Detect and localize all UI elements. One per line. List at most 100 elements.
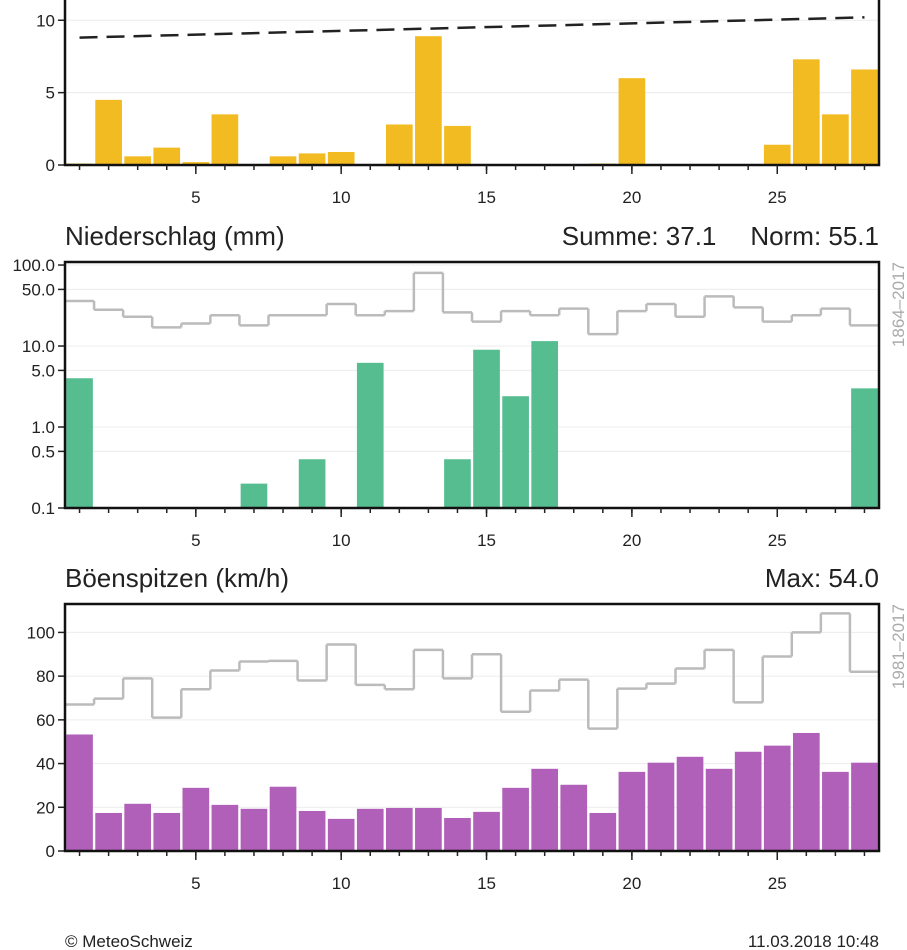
x-tick-label: 20	[622, 531, 641, 550]
bar	[589, 812, 617, 851]
y-tick-label: 0	[46, 842, 55, 861]
bar	[473, 811, 500, 851]
bar	[356, 362, 384, 508]
panel-title: Böenspitzen (km/h)	[65, 563, 289, 593]
x-tick-label: 15	[477, 188, 496, 207]
x-tick-label: 20	[622, 188, 641, 207]
bar	[211, 114, 239, 165]
bar	[182, 162, 210, 165]
x-tick-label: 10	[332, 531, 351, 550]
x-tick-label: 10	[332, 874, 351, 893]
plot-frame	[63, 0, 881, 167]
y-tick-label: 10	[36, 11, 55, 30]
bar	[153, 147, 181, 165]
panel-annotations: Summe: 37.1 Norm: 55.1	[562, 221, 879, 251]
bar	[298, 459, 326, 508]
bar	[124, 156, 152, 165]
y-tick-label: 40	[36, 755, 55, 774]
bar	[66, 734, 93, 851]
y-tick-label: 0.1	[31, 499, 55, 518]
bar	[531, 341, 559, 508]
bar	[327, 151, 355, 165]
y-tick-label: 5.0	[31, 361, 55, 380]
bar	[211, 804, 239, 851]
y-tick-label: 60	[36, 711, 55, 730]
bar	[618, 771, 646, 851]
bar	[647, 762, 675, 851]
bar	[444, 459, 471, 508]
plot-frame	[63, 260, 881, 510]
bar	[851, 388, 878, 508]
bar	[531, 768, 559, 851]
bar	[792, 59, 820, 166]
norm-line	[79, 16, 865, 39]
y-tick-label: 50.0	[22, 280, 55, 299]
bar	[153, 812, 181, 851]
panel-annotations: Max: 54.0	[765, 563, 879, 593]
x-tick-label: 15	[477, 874, 496, 893]
bar	[444, 125, 471, 165]
panel-title: Niederschlag (mm)	[65, 221, 285, 251]
bar	[240, 483, 268, 508]
x-tick-label: 25	[768, 874, 787, 893]
x-tick-label: 20	[622, 874, 641, 893]
bar	[763, 745, 791, 851]
plot-frame	[63, 602, 881, 853]
bar	[851, 762, 878, 851]
bar	[327, 818, 355, 851]
y-tick-label: 1.0	[31, 418, 55, 437]
bar	[124, 803, 152, 851]
bar	[851, 69, 878, 165]
bar	[734, 751, 762, 851]
bar	[66, 378, 93, 508]
bar	[444, 817, 471, 851]
bar	[385, 124, 413, 165]
y-tick-label: 80	[36, 667, 55, 686]
bar	[502, 787, 529, 851]
bar	[415, 36, 442, 166]
y-tick-label: 20	[36, 798, 55, 817]
bar	[269, 156, 297, 165]
bar	[240, 808, 268, 851]
bar	[415, 807, 442, 851]
annotation: Summe: 37.1	[562, 221, 717, 251]
y-tick-label: 0.5	[31, 442, 55, 461]
timestamp: 11.03.2018 10:48	[748, 932, 879, 950]
bar	[705, 768, 733, 851]
bar	[298, 810, 326, 851]
x-tick-label: 5	[191, 188, 200, 207]
x-tick-label: 15	[477, 531, 496, 550]
x-tick-label: 5	[191, 531, 200, 550]
bar	[269, 786, 297, 851]
bar	[95, 99, 122, 165]
bar	[502, 396, 529, 508]
y-tick-label: 100	[27, 623, 55, 642]
bar	[298, 153, 326, 165]
x-tick-label: 25	[768, 531, 787, 550]
y-tick-label: 10.0	[22, 337, 55, 356]
copyright: © MeteoSchweiz	[65, 932, 193, 950]
bar	[676, 756, 704, 851]
y-tick-label: 5	[46, 84, 55, 103]
bar	[822, 771, 849, 851]
bar	[822, 114, 849, 165]
x-tick-label: 5	[191, 874, 200, 893]
bar	[182, 787, 210, 851]
bar	[560, 784, 588, 851]
bar	[792, 732, 820, 851]
bar	[356, 808, 384, 851]
norm-period: 1981–2017	[889, 604, 907, 689]
y-tick-label: 100.0	[12, 256, 55, 275]
bar	[763, 144, 791, 165]
bar	[473, 349, 500, 508]
bar	[385, 807, 413, 851]
annotation: Norm: 55.1	[750, 221, 879, 251]
x-tick-label: 10	[332, 188, 351, 207]
norm-period: 1864–2017	[889, 262, 907, 347]
y-tick-label: 0	[46, 156, 55, 175]
x-tick-label: 25	[768, 188, 787, 207]
bar	[95, 812, 122, 851]
bar	[618, 78, 646, 165]
